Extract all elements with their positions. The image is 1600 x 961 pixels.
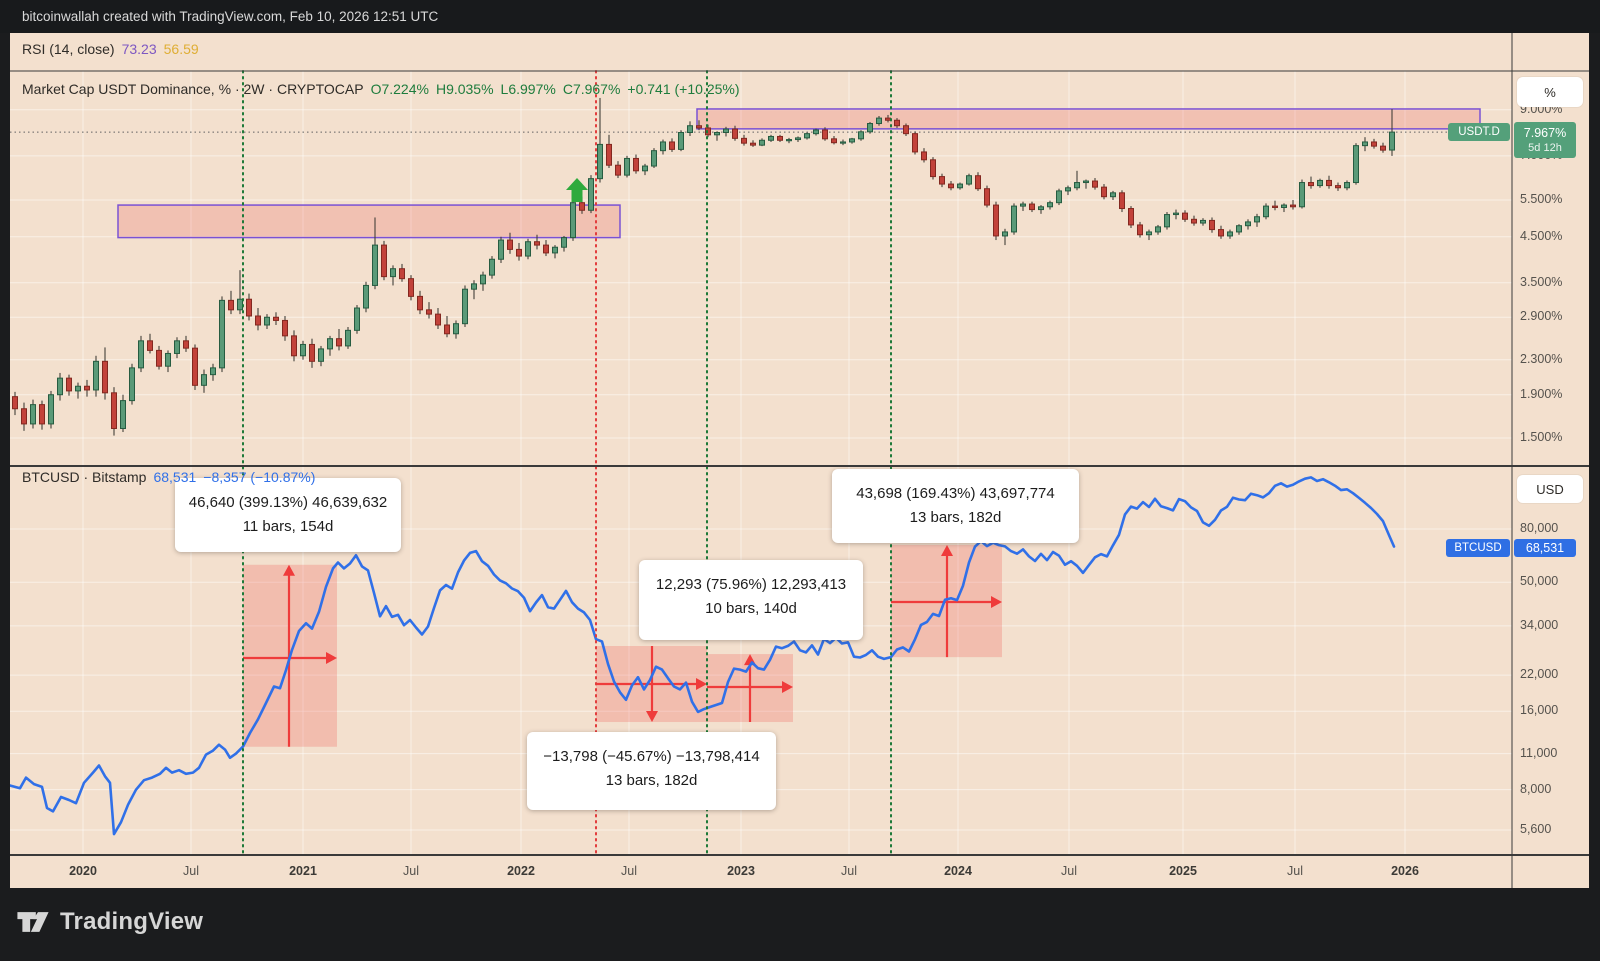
percent-scale-button[interactable]: % <box>1517 77 1583 107</box>
ohlc-low: L6.997% <box>500 81 556 97</box>
chart-widget-background[interactable] <box>10 33 1589 888</box>
price-tick-label: 5,600 <box>1520 822 1552 836</box>
measurement-delta: 12,293 (75.96%) 12,293,413 <box>655 576 847 593</box>
ohlc-close: C7.967% <box>562 81 621 97</box>
measurement-delta: 46,640 (399.13%) 46,639,632 <box>188 494 388 511</box>
footer: TradingView <box>0 888 1600 961</box>
time-tick-label: Jul <box>1061 864 1077 878</box>
time-tick-label: 2025 <box>1169 864 1197 878</box>
price-tick-label: 2.300% <box>1520 352 1563 366</box>
bar-countdown: 5d 12h <box>1528 142 1562 155</box>
btc-pane-legend: BTCUSD · Bitstamp 68,531 −8,357 (−10.87%… <box>22 469 315 485</box>
ohlc-high: H9.035% <box>435 81 494 97</box>
price-tick-label: 34,000 <box>1520 618 1559 632</box>
rsi-value-2: 56.59 <box>163 41 199 57</box>
usdtd-price-badge[interactable]: 7.967% 5d 12h <box>1514 122 1576 158</box>
main-chart-legend: Market Cap USDT Dominance, % · 2W · CRYP… <box>22 81 740 97</box>
price-tick-label: 16,000 <box>1520 703 1559 717</box>
tradingview-logo[interactable]: TradingView <box>16 907 203 937</box>
price-tick-label: 11,000 <box>1520 746 1558 760</box>
time-tick-label: 2022 <box>507 864 535 878</box>
tradingview-logo-icon <box>17 912 49 932</box>
btc-last-price: 68,531 <box>153 469 197 485</box>
attribution-text: bitcoinwallah created with TradingView.c… <box>22 9 439 24</box>
price-tick-label: 50,000 <box>1520 574 1559 588</box>
btc-change: −8,357 (−10.87%) <box>203 469 316 485</box>
time-tick-label: 2023 <box>727 864 755 878</box>
time-tick-label: 2021 <box>289 864 317 878</box>
price-tick-label: 80,000 <box>1520 521 1559 535</box>
change-value: +0.741 (+10.25%) <box>627 81 740 97</box>
measurement-label[interactable]: 43,698 (169.43%) 43,697,774 13 bars, 182d <box>832 469 1079 543</box>
measurement-duration: 11 bars, 154d <box>242 518 334 535</box>
time-tick-label: 2024 <box>944 864 972 878</box>
measurement-duration: 13 bars, 182d <box>909 509 1002 526</box>
measurement-duration: 13 bars, 182d <box>605 772 698 789</box>
usdtd-series-badge[interactable]: USDT.D <box>1448 123 1510 141</box>
measurement-label[interactable]: 12,293 (75.96%) 12,293,413 10 bars, 140d <box>639 560 863 640</box>
time-tick-label: Jul <box>1287 864 1303 878</box>
rsi-value-1: 73.23 <box>121 41 157 57</box>
candle <box>4 390 9 429</box>
price-tick-label: 22,000 <box>1520 667 1559 681</box>
time-tick-label: 2020 <box>69 864 97 878</box>
measurement-label[interactable]: 46,640 (399.13%) 46,639,632 11 bars, 154d <box>175 478 401 552</box>
price-tick-label: 8,000 <box>1520 782 1552 796</box>
price-tick-label: 4.500% <box>1520 229 1563 243</box>
rsi-pane-legend: RSI (14, close) 73.23 56.59 <box>22 41 199 57</box>
time-tick-label: Jul <box>403 864 419 878</box>
measurement-duration: 10 bars, 140d <box>705 600 797 617</box>
rsi-label: RSI (14, close) <box>22 41 115 57</box>
price-tick-label: 2.900% <box>1520 309 1563 323</box>
price-tick-label: 1.900% <box>1520 387 1563 401</box>
price-tick-label: 5.500% <box>1520 192 1563 206</box>
btc-symbol-title: BTCUSD · Bitstamp <box>22 469 147 485</box>
snapshot-attribution-bar: bitcoinwallah created with TradingView.c… <box>0 0 1600 33</box>
measurement-label[interactable]: −13,798 (−45.67%) −13,798,414 13 bars, 18… <box>527 732 776 810</box>
time-tick-label: Jul <box>183 864 199 878</box>
measurement-delta: 43,698 (169.43%) 43,697,774 <box>856 485 1055 502</box>
ohlc-open: O7.224% <box>370 81 429 97</box>
time-tick-label: Jul <box>621 864 637 878</box>
measurement-delta: −13,798 (−45.67%) −13,798,414 <box>543 748 760 765</box>
tradingview-logo-text: TradingView <box>60 908 204 935</box>
time-tick-label: Jul <box>841 864 857 878</box>
price-tick-label: 3.500% <box>1520 275 1563 289</box>
main-symbol-title: Market Cap USDT Dominance, % · 2W · CRYP… <box>22 81 364 97</box>
price-tick-label: 1.500% <box>1520 430 1563 444</box>
usd-scale-button[interactable]: USD <box>1517 475 1583 503</box>
btcusd-price-badge[interactable]: 68,531 <box>1514 539 1576 557</box>
time-tick-label: 2026 <box>1391 864 1419 878</box>
btcusd-series-badge[interactable]: BTCUSD <box>1446 539 1510 557</box>
